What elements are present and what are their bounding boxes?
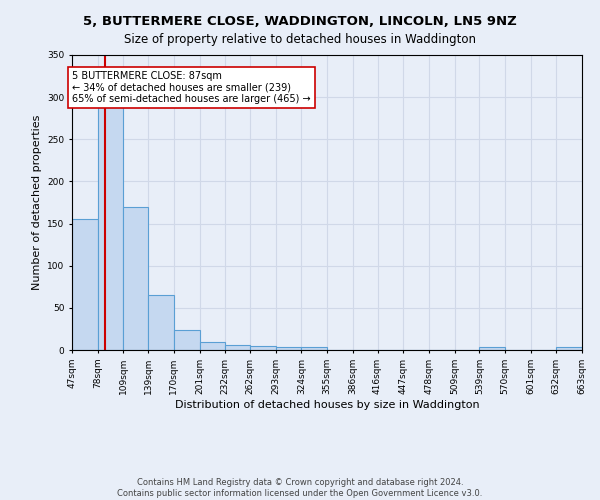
Bar <box>124 206 148 350</box>
Bar <box>250 346 275 350</box>
Text: 5 BUTTERMERE CLOSE: 87sqm
← 34% of detached houses are smaller (239)
65% of semi: 5 BUTTERMERE CLOSE: 87sqm ← 34% of detac… <box>72 71 311 104</box>
Text: Contains HM Land Registry data © Crown copyright and database right 2024.
Contai: Contains HM Land Registry data © Crown c… <box>118 478 482 498</box>
Bar <box>199 342 225 350</box>
Text: 5, BUTTERMERE CLOSE, WADDINGTON, LINCOLN, LN5 9NZ: 5, BUTTERMERE CLOSE, WADDINGTON, LINCOLN… <box>83 15 517 28</box>
Bar <box>174 330 199 350</box>
Y-axis label: Number of detached properties: Number of detached properties <box>32 115 41 290</box>
Text: Size of property relative to detached houses in Waddington: Size of property relative to detached ho… <box>124 32 476 46</box>
Bar <box>148 295 174 350</box>
Bar <box>225 345 250 350</box>
Bar <box>275 348 301 350</box>
Bar <box>301 348 327 350</box>
Bar <box>72 220 98 350</box>
Bar <box>479 348 505 350</box>
Bar <box>98 106 124 350</box>
X-axis label: Distribution of detached houses by size in Waddington: Distribution of detached houses by size … <box>175 400 479 409</box>
Bar <box>556 348 582 350</box>
